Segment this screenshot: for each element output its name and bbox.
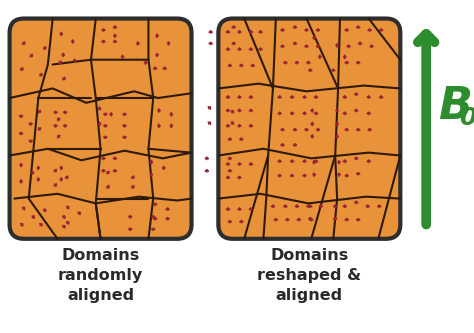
FancyBboxPatch shape — [219, 19, 401, 239]
FancyBboxPatch shape — [9, 19, 191, 239]
Text: Domains
randomly
aligned: Domains randomly aligned — [58, 248, 143, 303]
Text: Domains
reshaped &
aligned: Domains reshaped & aligned — [257, 248, 361, 303]
Text: 0: 0 — [459, 106, 474, 130]
Text: B: B — [438, 85, 472, 128]
